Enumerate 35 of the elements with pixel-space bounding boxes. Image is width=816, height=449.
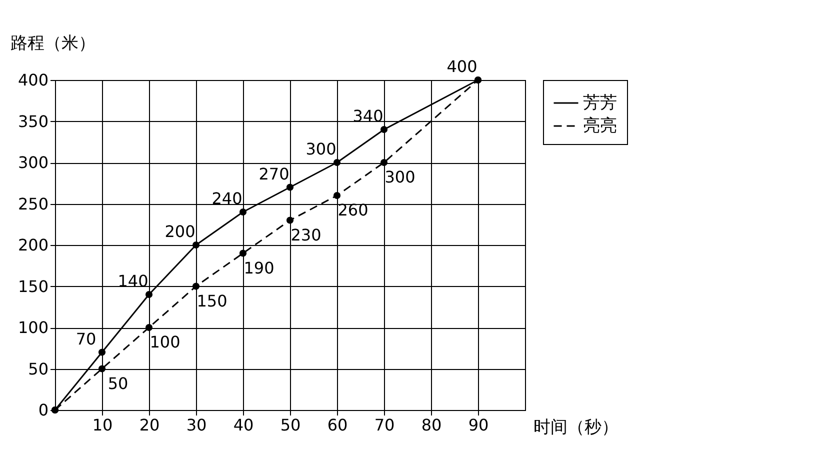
x-tick-label: 50	[280, 416, 301, 434]
x-axis-title: 时间（秒）	[534, 418, 618, 438]
data-label: 150	[196, 291, 228, 310]
y-tick-label: 400	[18, 70, 48, 90]
y-tick-label: 150	[18, 276, 48, 296]
data-label: 300	[384, 168, 416, 186]
legend-label: 亮亮	[583, 116, 617, 136]
x-tick-label: 40	[233, 416, 254, 434]
x-tick-label: 70	[374, 416, 395, 434]
x-tick-label: 10	[92, 416, 113, 434]
data-label: 50	[108, 374, 128, 393]
data-label: 340	[352, 106, 384, 126]
legend-label: 芳芳	[583, 93, 617, 113]
y-tick-label: 350	[18, 112, 48, 131]
y-tick-label: 100	[18, 318, 48, 337]
data-label: 230	[290, 225, 322, 244]
x-tick-label: 20	[139, 416, 160, 434]
y-axis-title: 路程（米）	[10, 34, 96, 54]
y-tick-label: 300	[18, 153, 48, 172]
x-tick-label: 80	[421, 416, 442, 434]
data-label: 70	[76, 329, 96, 348]
y-tick-label: 0	[38, 400, 48, 420]
data-label: 300	[306, 140, 336, 158]
data-label: 240	[212, 189, 242, 208]
data-label: 400	[446, 57, 478, 76]
data-label: 100	[150, 332, 180, 352]
y-tick-label: 250	[18, 194, 48, 214]
data-label: 190	[244, 258, 274, 278]
x-tick-label: 60	[327, 416, 348, 434]
data-label: 270	[258, 164, 290, 184]
y-tick-label: 50	[28, 359, 48, 378]
x-tick-label: 90	[468, 416, 489, 434]
data-label: 200	[164, 222, 196, 241]
x-tick-label: 30	[186, 416, 207, 434]
y-tick-label: 200	[18, 236, 48, 254]
